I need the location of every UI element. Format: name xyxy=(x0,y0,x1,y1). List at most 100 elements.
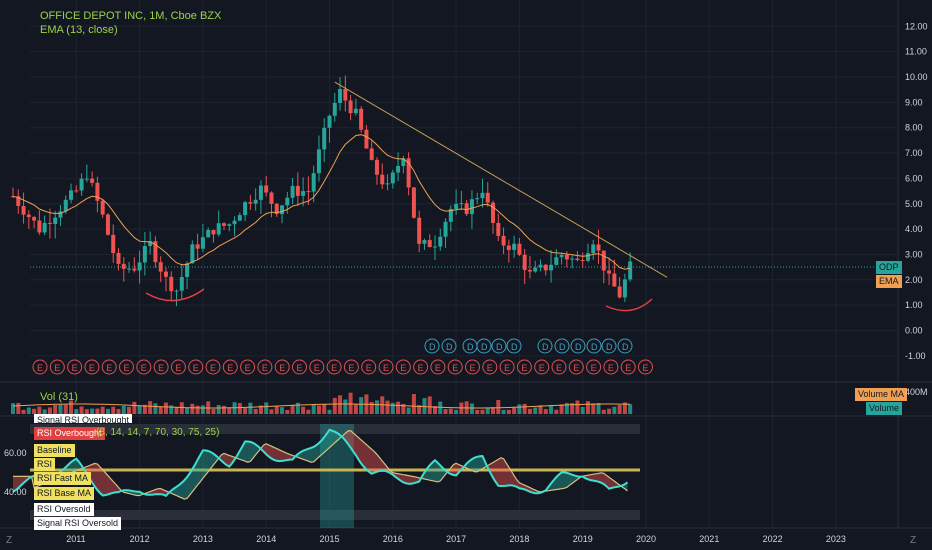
dividend-marker[interactable] xyxy=(554,338,570,354)
earnings-marker[interactable] xyxy=(378,359,394,375)
dividend-marker[interactable] xyxy=(424,338,440,354)
earnings-marker[interactable] xyxy=(586,359,602,375)
earnings-marker[interactable] xyxy=(101,359,117,375)
dividend-marker[interactable] xyxy=(570,338,586,354)
rsi-cloud-segment xyxy=(503,458,507,486)
dividend-marker-label: D xyxy=(467,342,474,352)
earnings-marker[interactable] xyxy=(170,359,186,375)
earnings-marker[interactable] xyxy=(499,359,515,375)
earnings-marker[interactable] xyxy=(274,359,290,375)
earnings-marker[interactable] xyxy=(32,359,48,375)
candle-body xyxy=(575,258,580,261)
earnings-marker[interactable] xyxy=(222,359,238,375)
earnings-marker[interactable] xyxy=(551,359,567,375)
earnings-marker-label: E xyxy=(106,363,112,373)
volume-bar xyxy=(533,407,538,414)
zoom-button-left[interactable]: Z xyxy=(6,535,13,546)
bottom-arc-right[interactable] xyxy=(605,298,653,312)
earnings-marker[interactable] xyxy=(257,359,273,375)
earnings-marker[interactable] xyxy=(516,359,532,375)
volume-bar xyxy=(111,406,116,414)
dividend-marker[interactable] xyxy=(441,338,457,354)
earnings-marker[interactable] xyxy=(395,359,411,375)
earnings-marker[interactable] xyxy=(343,359,359,375)
candle-body xyxy=(42,222,47,233)
time-axis[interactable]: 2011 2012 2013 2014 2015 2016 2017 2018 2019 2020… xyxy=(66,534,846,544)
earnings-marker[interactable] xyxy=(136,359,152,375)
volume-bar xyxy=(559,404,564,414)
rsi-cloud-segment xyxy=(253,442,256,459)
dividend-marker[interactable] xyxy=(601,338,617,354)
volume-bar xyxy=(374,400,379,414)
candle-body xyxy=(570,258,575,260)
dividend-marker[interactable] xyxy=(491,338,507,354)
earnings-marker[interactable] xyxy=(309,359,325,375)
candle-body xyxy=(506,245,511,250)
trendline-drawing[interactable] xyxy=(334,81,668,278)
rsi-params[interactable]: (8, 14, 14, 7, 70, 30, 75, 25) xyxy=(96,427,220,438)
rsi-cloud-segment xyxy=(250,441,254,462)
earnings-marker[interactable] xyxy=(119,359,134,375)
dividend-marker[interactable] xyxy=(617,338,633,354)
volume-bar xyxy=(158,406,163,414)
price-axis[interactable]: 12.00 11.00 10.00 9.00 8.00 7.00 6.00 5.00 4.00 3… xyxy=(905,21,928,361)
earnings-marker[interactable] xyxy=(188,359,204,375)
rsi-cloud-segment xyxy=(369,446,372,474)
candle-body xyxy=(264,185,269,193)
volume-bar xyxy=(322,404,327,414)
zoom-button-right[interactable]: Z xyxy=(910,535,917,546)
earnings-marker[interactable] xyxy=(447,359,463,375)
bottom-arc-left[interactable] xyxy=(145,288,205,302)
earnings-marker[interactable] xyxy=(534,359,550,375)
earnings-marker[interactable] xyxy=(205,359,221,375)
dividend-marker[interactable] xyxy=(476,338,492,354)
candle-body xyxy=(322,127,327,150)
earnings-marker[interactable] xyxy=(292,359,307,375)
earnings-marker[interactable] xyxy=(413,359,429,375)
rsi-cloud-segment xyxy=(105,472,108,496)
earnings-marker[interactable] xyxy=(465,359,480,375)
earnings-marker[interactable] xyxy=(638,359,653,375)
volume-legend[interactable]: Vol (31) xyxy=(40,391,78,403)
rsi-cloud-segment xyxy=(110,478,114,494)
earnings-marker[interactable] xyxy=(603,359,619,375)
candle-body xyxy=(306,191,311,193)
rsi-cloud-segment xyxy=(239,446,243,461)
ema-legend[interactable]: EMA (13, close) xyxy=(40,24,118,36)
year-tick-label: 2022 xyxy=(763,534,783,544)
volume-bar xyxy=(348,392,353,414)
earnings-marker[interactable] xyxy=(240,359,256,375)
symbol-title[interactable]: OFFICE DEPOT INC, 1M, Cboe BZX xyxy=(40,10,222,22)
rsi-cloud-segment xyxy=(374,451,377,473)
earnings-marker-label: E xyxy=(141,363,147,373)
rsi-axis[interactable]: 60.00 40.00 xyxy=(4,448,27,497)
volume-bar xyxy=(58,404,63,414)
earnings-marker[interactable] xyxy=(84,359,100,375)
candle-body xyxy=(79,178,84,191)
earnings-marker[interactable] xyxy=(482,359,498,375)
earnings-marker[interactable] xyxy=(49,359,65,375)
earnings-marker[interactable] xyxy=(326,359,342,375)
dividend-marker[interactable] xyxy=(506,338,522,354)
rsi-cloud-segment xyxy=(590,474,594,481)
earnings-marker[interactable] xyxy=(361,359,377,375)
candle-body xyxy=(564,254,569,260)
year-tick-label: 2018 xyxy=(509,534,529,544)
candle-body xyxy=(63,199,68,212)
rsi-cloud-segment xyxy=(329,429,333,448)
dividend-marker[interactable] xyxy=(586,338,602,354)
volume-bar xyxy=(622,402,627,414)
candle-body xyxy=(216,223,221,235)
rsi-cloud-segment xyxy=(453,463,457,476)
earnings-marker[interactable] xyxy=(568,359,584,375)
earnings-marker[interactable] xyxy=(67,359,83,375)
earnings-marker[interactable] xyxy=(620,359,636,375)
earnings-marker[interactable] xyxy=(153,359,169,375)
volume-bar xyxy=(501,409,506,414)
earnings-marker[interactable] xyxy=(430,359,446,375)
dividend-marker[interactable] xyxy=(537,338,553,354)
